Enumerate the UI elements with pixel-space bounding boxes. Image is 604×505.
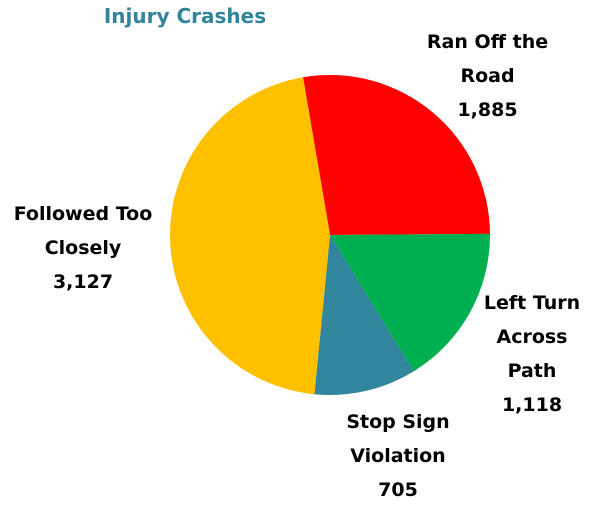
slice-value: 1,885 (457, 99, 518, 121)
slice-value: 1,118 (501, 394, 563, 416)
slice-category: Followed Too Closely (13, 203, 153, 259)
chart-title: Injury Crashes (103, 4, 267, 28)
slice-category: Ran Off the Road (426, 31, 549, 87)
slice-label: Ran Off the Road 1,885 (410, 25, 565, 127)
slice-label: Followed Too Closely 3,127 (5, 197, 161, 299)
slice-label: Stop Sign Violation 705 (330, 405, 466, 505)
pie-slice (303, 75, 490, 235)
slice-category: Left Turn Across Path (483, 292, 581, 382)
slice-label: Left Turn Across Path 1,118 (477, 286, 587, 422)
slice-value: 3,127 (52, 271, 114, 293)
pie-slice (169, 77, 330, 395)
slice-category: Stop Sign Violation (346, 411, 450, 467)
slice-value: 705 (378, 479, 418, 501)
pie-slice (330, 233, 490, 372)
pie-slice (314, 235, 414, 395)
